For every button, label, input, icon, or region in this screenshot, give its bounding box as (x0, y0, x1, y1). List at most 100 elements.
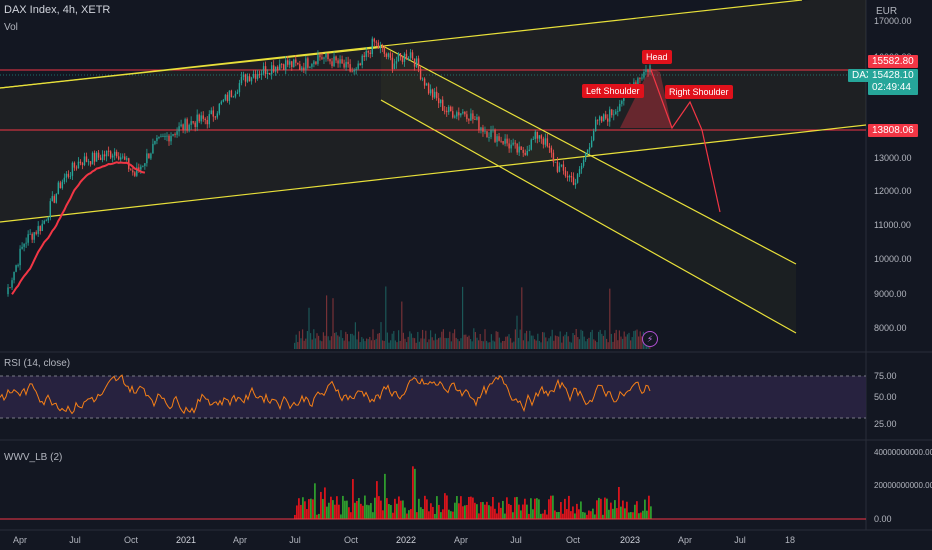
candle-body (405, 53, 408, 60)
rsi-axis[interactable]: 75.00 50.00 25.00 (874, 371, 897, 429)
candle-body (361, 55, 363, 66)
wwv-title[interactable]: WWV_LB (2) (4, 452, 63, 463)
candle-body (115, 151, 118, 157)
volume-bar (297, 342, 299, 349)
volume-bar (622, 338, 624, 349)
candle-body (7, 287, 9, 295)
volume-bar (418, 341, 420, 349)
wwv-bar (440, 512, 442, 519)
wwv-bar (554, 510, 556, 519)
candle-body (512, 142, 514, 145)
candle-body (146, 153, 148, 164)
candle-body (266, 72, 269, 75)
volume-bar (582, 330, 584, 349)
candle-body (474, 119, 476, 120)
candle-body (349, 64, 351, 72)
candle-body (222, 99, 225, 102)
left-shoulder-label[interactable]: Left Shoulder (582, 84, 644, 98)
wwv-bar (438, 504, 440, 519)
candle-body (407, 57, 410, 60)
candle-body (478, 117, 480, 130)
volume-bar (614, 333, 616, 349)
candle-body (574, 182, 577, 185)
candle-body (61, 181, 64, 189)
candle-body (186, 119, 188, 131)
volume-bar (543, 332, 545, 349)
volume-bar (353, 335, 355, 349)
volume-bar (458, 341, 460, 349)
volume-bar (559, 331, 561, 349)
candle-body (260, 73, 263, 76)
candle-body (83, 156, 86, 166)
candle-body (232, 96, 235, 98)
wwv-tick: 0.00 (874, 514, 892, 524)
wwv-bar (468, 496, 470, 519)
descending-channel-lower[interactable] (380, 99, 797, 334)
wwv-bar (584, 512, 586, 519)
volume-bar (366, 338, 368, 349)
candle-body (584, 152, 587, 160)
candle-body (307, 58, 309, 68)
wwv-bar (558, 512, 560, 519)
candle-body (315, 61, 317, 64)
right-shoulder-label[interactable]: Right Shoulder (665, 85, 733, 99)
candle-body (556, 161, 559, 172)
candle-body (560, 164, 563, 167)
time-label: Oct (124, 535, 139, 545)
volume-bar (623, 331, 625, 349)
wwv-bar (426, 499, 428, 519)
volume-bar (588, 337, 590, 349)
wwv-bar (342, 495, 344, 519)
candle-body (214, 116, 216, 118)
candle-body (431, 89, 434, 98)
volume-label[interactable]: Vol (4, 22, 18, 33)
volume-bar (634, 330, 636, 349)
volume-bar (638, 336, 640, 349)
candle-body (615, 111, 617, 115)
volume-bar (449, 331, 451, 349)
ascending-channel-lower[interactable] (0, 124, 867, 223)
moving-average-line (11, 161, 146, 295)
volume-bar (423, 338, 425, 349)
volume-bar (468, 335, 470, 349)
wwv-bar (390, 505, 392, 519)
candle-body (337, 60, 339, 64)
wwv-bar (310, 498, 312, 519)
wwv-bar (316, 514, 318, 519)
candle-body (246, 76, 249, 82)
descending-channel-upper[interactable] (380, 44, 797, 265)
volume-bar (625, 336, 627, 349)
candle-body (580, 165, 583, 170)
volume-bar (447, 338, 449, 349)
candle-body (37, 226, 39, 234)
wwv-bar (522, 504, 524, 519)
candle-body (399, 53, 402, 57)
wwv-bar (306, 509, 308, 519)
lightning-icon[interactable]: ⚡ (642, 331, 658, 347)
candle-body (19, 248, 21, 266)
head-label[interactable]: Head (642, 50, 672, 64)
wwv-bar (328, 502, 330, 519)
volume-bar (599, 329, 601, 349)
wwv-axis[interactable]: 40000000000.00 20000000000.00 0.00 (874, 448, 932, 524)
candle-body (607, 118, 609, 122)
volume-bar (487, 342, 489, 349)
rsi-title[interactable]: RSI (14, close) (4, 358, 71, 369)
time-axis[interactable]: Apr Jul Oct 2021 Apr Jul Oct 2022 Apr Ju… (13, 535, 795, 545)
volume-bar (295, 334, 297, 349)
candle-body (379, 45, 382, 49)
wwv-bar (500, 507, 502, 519)
candle-body (530, 139, 532, 150)
volume-bar (303, 340, 305, 349)
wwv-bar (454, 502, 456, 519)
wwv-bar (516, 496, 518, 519)
volume-bar (534, 339, 536, 349)
candle-body (355, 68, 357, 70)
volume-bar (594, 340, 596, 349)
chart-title[interactable]: DAX Index, 4h, XETR (4, 4, 111, 16)
volume-bar (410, 333, 412, 349)
volume-bar (342, 338, 344, 349)
volume-bar (548, 338, 550, 349)
volume-bar (550, 336, 552, 349)
